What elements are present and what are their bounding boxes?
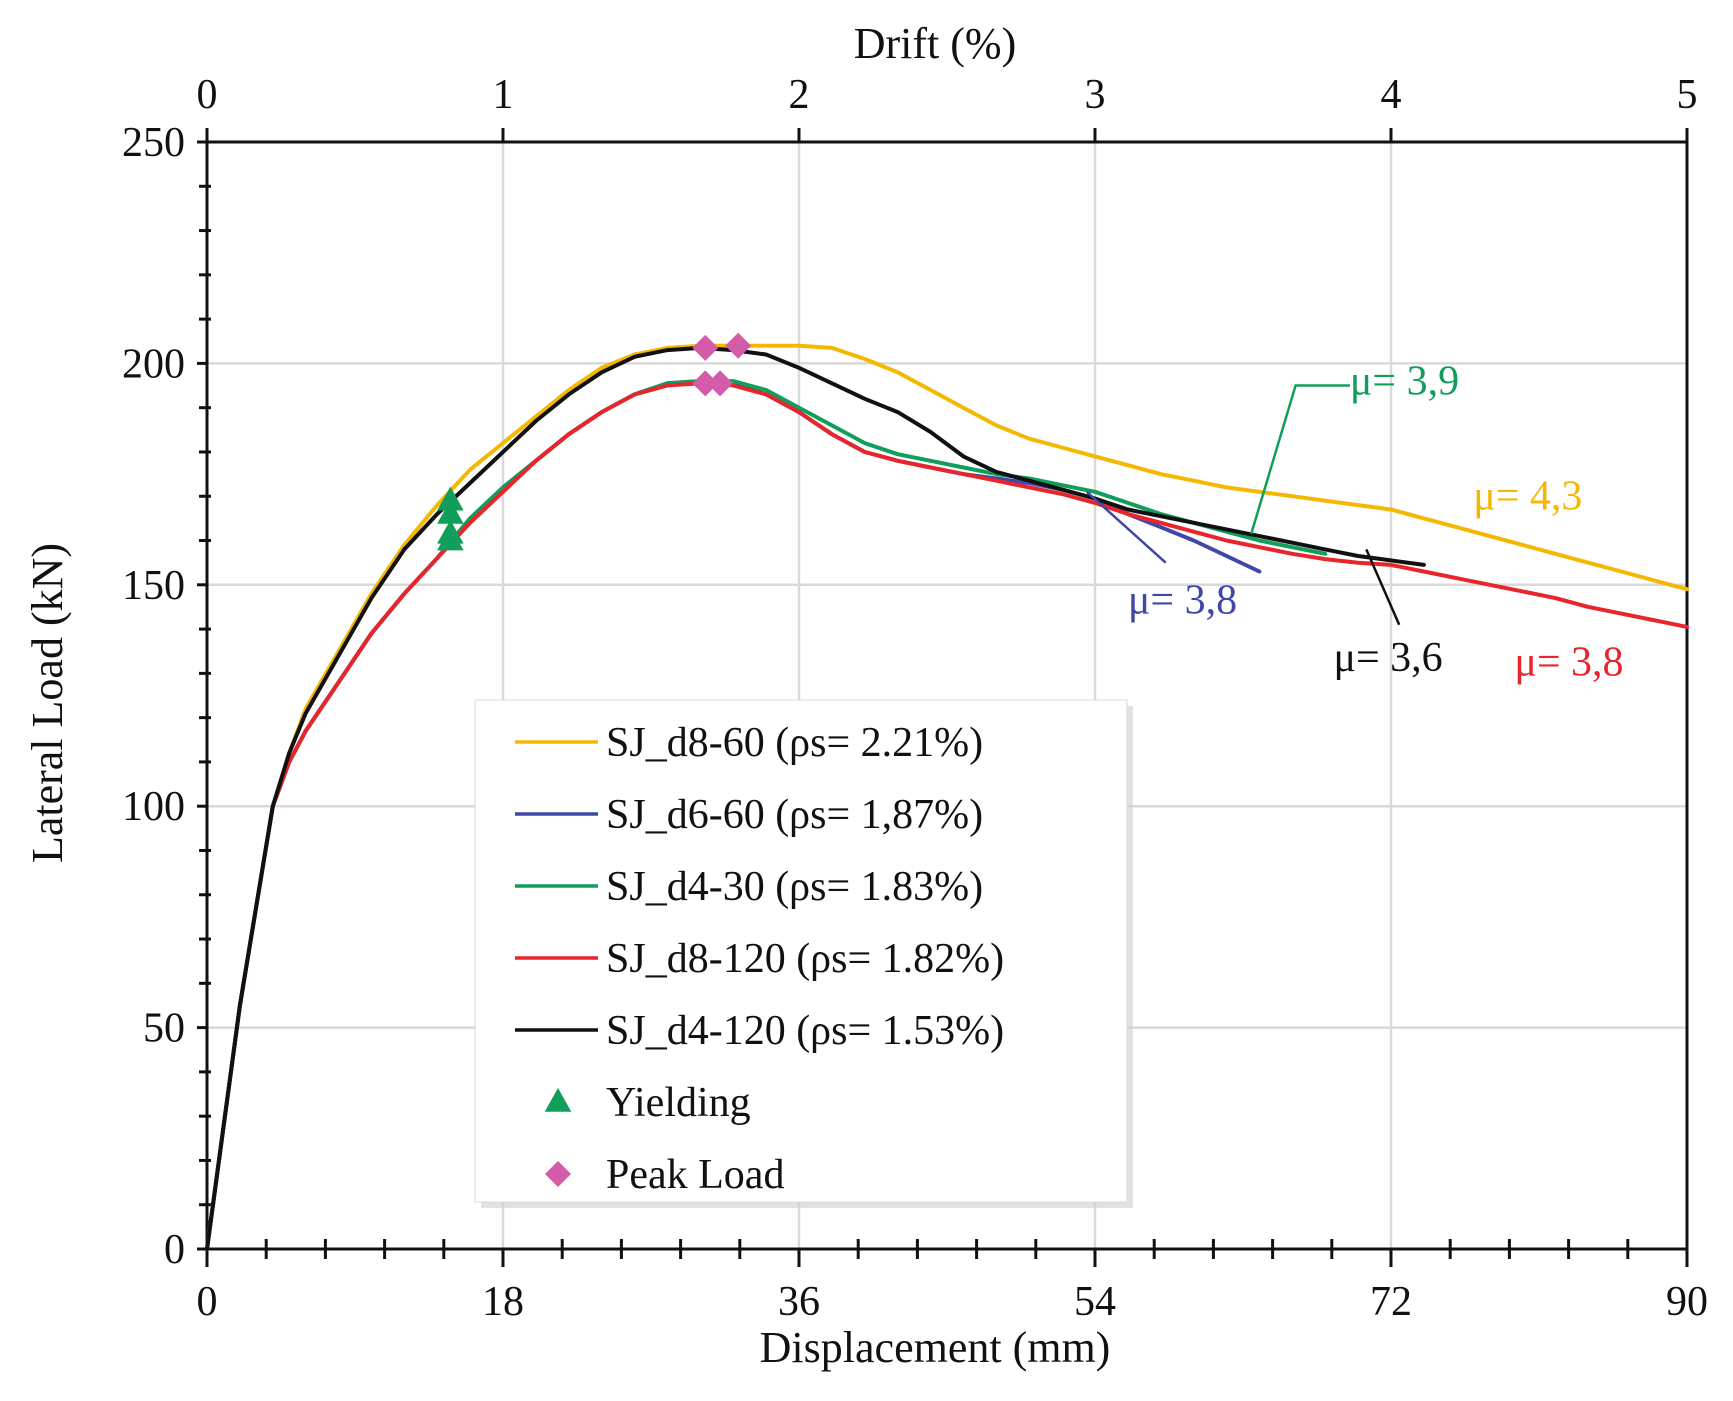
top-x-tick-label: 5 (1677, 72, 1698, 118)
series-line-1 (205, 343, 1689, 1251)
ductility-label-4: μ= 3,6 (1333, 635, 1442, 681)
x-tick-label: 90 (1666, 1279, 1708, 1325)
series-line-5 (205, 345, 1426, 1251)
ductility-label-2: μ= 4,3 (1473, 474, 1582, 520)
peak-load-marker (692, 370, 719, 397)
legend-label-2: SJ_d6-60 (ρs= 1,87%) (606, 792, 983, 838)
legend-label-diamond: Peak Load (606, 1152, 784, 1198)
y-tick-label: 250 (122, 120, 185, 166)
top-x-tick-label: 1 (493, 72, 514, 118)
legend-label-1: SJ_d8-60 (ρs= 2.21%) (606, 720, 983, 766)
x-axis-title: Displacement (mm) (760, 1323, 1111, 1372)
y-tick-label: 200 (122, 341, 185, 387)
x-tick-label: 36 (778, 1279, 820, 1325)
legend-label-4: SJ_d8-120 (ρs= 1.82%) (606, 936, 1004, 982)
y-tick-label: 0 (164, 1227, 185, 1273)
annotation-pointers (1085, 384, 1401, 626)
legend-items: SJ_d8-60 (ρs= 2.21%) SJ_d6-60 (ρs= 1,87%)… (515, 720, 1004, 1198)
legend-label-3: SJ_d4-30 (ρs= 1.83%) (606, 864, 983, 910)
legend-label-triangle: Yielding (606, 1080, 751, 1126)
annotation-pointer-4 (1365, 548, 1401, 626)
y-tick-label: 50 (143, 1006, 185, 1052)
peak-load-marker (725, 332, 752, 359)
legend-box (474, 699, 1128, 1203)
yielding-marker (437, 486, 464, 511)
legend-peak-load-marker (545, 1161, 571, 1187)
axis-ticks (197, 128, 1689, 1267)
peak-load-marker (707, 370, 734, 397)
ductility-annotations: μ= 3,9 μ= 4,3 μ= 3,8 μ= 3,6 μ= 3,8 (1128, 358, 1624, 685)
top-x-tick-label: 4 (1381, 72, 1402, 118)
top-x-axis-title: Drift (%) (854, 19, 1017, 68)
legend: SJ_d8-60 (ρs= 2.21%) SJ_d6-60 (ρs= 1,87%)… (474, 699, 1133, 1208)
x-tick-label: 0 (197, 1279, 218, 1325)
legend-label-5: SJ_d4-120 (ρs= 1.53%) (606, 1008, 1004, 1054)
x-tick-label: 54 (1074, 1279, 1116, 1325)
y-axis-title: Lateral Load (kN) (23, 543, 72, 863)
ductility-label-1: μ= 3,9 (1350, 358, 1459, 404)
top-x-tick-label: 2 (789, 72, 810, 118)
yielding-marker (437, 526, 464, 551)
legend-yielding-marker (544, 1088, 572, 1112)
top-x-tick-label: 0 (197, 72, 218, 118)
plot-area-frame (205, 140, 1689, 1251)
marker-points (437, 332, 752, 551)
x-tick-label: 18 (482, 1279, 524, 1325)
y-tick-label: 150 (122, 563, 185, 609)
ductility-label-3: μ= 3,8 (1128, 578, 1237, 624)
yielding-marker (437, 499, 464, 524)
y-tick-label: 100 (122, 784, 185, 830)
ductility-label-5: μ= 3,8 (1514, 640, 1623, 686)
peak-load-marker (692, 334, 719, 361)
top-x-tick-label: 3 (1085, 72, 1106, 118)
x-tick-label: 72 (1370, 1279, 1412, 1325)
series-line-4 (205, 381, 1689, 1251)
annotation-pointer-3 (1085, 490, 1167, 564)
annotation-pointer-1 (1250, 384, 1350, 535)
